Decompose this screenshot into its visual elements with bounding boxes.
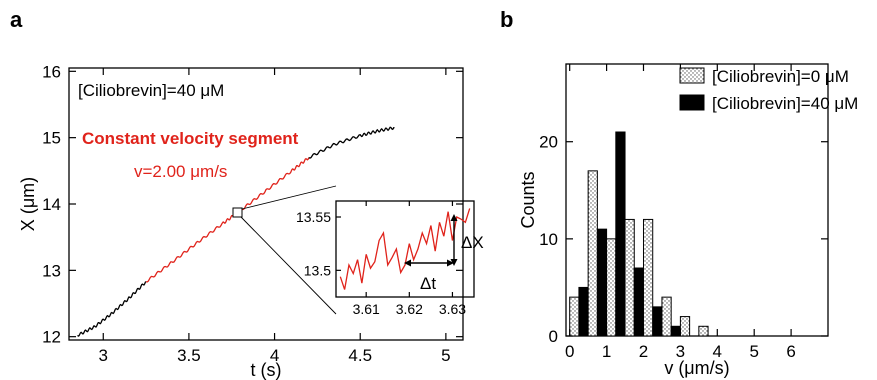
delta-t-arrowhead-right	[447, 259, 454, 267]
delta-x-arrowhead-bottom	[450, 259, 458, 266]
bar-0uM	[661, 296, 672, 337]
zoom-region-box	[232, 207, 243, 218]
delta-x-arrowhead-top	[450, 214, 458, 221]
bar-0uM	[698, 325, 709, 337]
legend-label-40uM: [Ciliobrevin]=40 μM	[712, 94, 858, 113]
trajectory-lines	[77, 126, 395, 337]
inset-ticks: 3.61 3.62 3.63 13.5 13.55	[296, 201, 466, 317]
histogram-x-tick-label: 5	[749, 342, 758, 361]
histogram-y-tick-label: 20	[539, 133, 558, 152]
bar-40uM	[578, 286, 589, 337]
bar-40uM	[615, 131, 626, 337]
trajectory-series-constant	[145, 157, 310, 283]
bar-0uM	[624, 218, 635, 337]
bar-40uM	[670, 325, 681, 337]
condition-label: [Ciliobrevin]=40 μM	[78, 81, 224, 100]
legend-label-0uM: [Ciliobrevin]=0 μM	[712, 67, 849, 86]
trajectory-x-tick-label: 3	[99, 346, 108, 365]
zoom-connector-bottom	[240, 216, 337, 315]
inset-x-tick-label: 3.61	[353, 301, 380, 317]
bar-40uM	[596, 228, 608, 337]
histogram-y-axis-label: Counts	[518, 171, 538, 228]
trajectory-series-after	[308, 126, 395, 159]
inset-trace	[339, 208, 471, 290]
histogram-x-tick-label: 1	[602, 342, 611, 361]
zoom-connector-top	[241, 185, 337, 210]
trajectory-y-tick-label: 16	[42, 62, 61, 81]
velocity-label: v=2.00 μm/s	[134, 162, 227, 181]
histogram-x-tick-label: 3	[676, 342, 685, 361]
panel-b-letter: b	[500, 7, 513, 32]
trajectory-x-axis-label: t (s)	[251, 360, 282, 380]
histogram-plot-frame	[565, 63, 829, 337]
trajectory-x-tick-label: 4	[270, 346, 279, 365]
inset-y-tick-label: 13.5	[304, 262, 331, 278]
histogram-x-tick-label: 6	[786, 342, 795, 361]
inset-series	[339, 208, 471, 290]
inset-plot-frame	[335, 200, 475, 298]
bar-0uM	[679, 316, 691, 337]
histogram-y-tick-label: 10	[539, 230, 558, 249]
panel-a-letter: a	[10, 7, 23, 32]
histogram-x-tick-label: 4	[713, 342, 722, 361]
trajectory-x-tick-label: 3.5	[177, 346, 201, 365]
histogram-x-tick-label: 0	[565, 342, 574, 361]
bar-0uM	[642, 218, 654, 337]
bar-40uM	[652, 306, 663, 337]
delta-x-label: ΔX	[461, 233, 484, 252]
trajectory-y-tick-label: 12	[42, 328, 61, 347]
trajectory-x-tick-label: 4.5	[348, 346, 372, 365]
histogram-bars	[569, 131, 709, 337]
legend-swatch-0uM	[679, 67, 705, 84]
constant-velocity-segment-title: Constant velocity segment	[82, 129, 299, 148]
bar-0uM	[569, 296, 580, 337]
legend-swatch-40uM	[679, 94, 705, 111]
bar-0uM	[606, 238, 617, 337]
trajectory-y-tick-label: 15	[42, 129, 61, 148]
trajectory-y-axis-label: X (μm)	[18, 177, 38, 231]
trajectory-series-before	[77, 281, 147, 337]
trajectory-x-ticks: 3 3.5 4 4.5 5	[99, 68, 451, 365]
trajectory-y-ticks: 12 13 14 15 16	[42, 62, 463, 347]
trajectory-y-tick-label: 14	[42, 195, 61, 214]
histogram-y-tick-label: 0	[549, 327, 558, 346]
inset-x-tick-label: 3.62	[396, 301, 423, 317]
delta-t-arrowhead-left	[404, 259, 411, 267]
histogram-x-axis-label: v (μm/s)	[664, 358, 729, 378]
histogram-x-tick-label: 2	[639, 342, 648, 361]
histogram-y-ticks: 0 10 20	[539, 133, 828, 346]
histogram-x-ticks: 0 1 2 3 4 5 6	[565, 64, 796, 361]
inset-x-tick-label: 3.63	[439, 301, 466, 317]
trajectory-y-tick-label: 13	[42, 261, 61, 280]
trajectory-x-tick-label: 5	[441, 346, 450, 365]
inset-y-tick-label: 13.55	[296, 209, 331, 225]
delta-t-label: Δt	[420, 274, 436, 293]
bar-0uM	[587, 170, 598, 337]
bar-40uM	[633, 267, 644, 337]
